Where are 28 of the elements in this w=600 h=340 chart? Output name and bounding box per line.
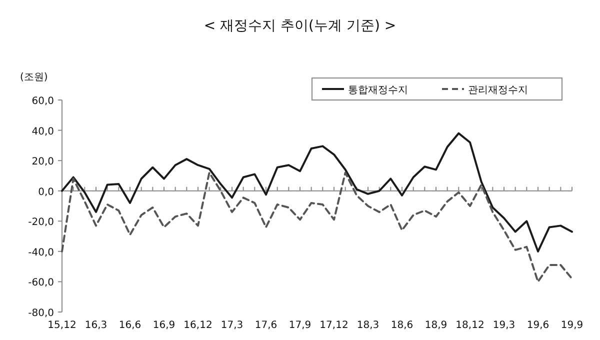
x-tick-label: 17,6 [254,320,278,331]
x-tick-label: 16,9 [152,320,176,331]
y-axis-title: (조원) [20,72,48,83]
y-tick-label: 40,0 [32,126,54,138]
y-tick-label: 20,0 [32,156,54,168]
chart-title: < 재정수지 추이(누계 기준) > [204,18,396,34]
x-tick-label: 16,6 [118,320,142,331]
x-tick-label: 18,9 [424,320,448,331]
legend-label: 통합재정수지 [348,85,408,96]
x-tick-label: 16,3 [84,320,108,331]
y-tick-label: -40,0 [28,247,54,258]
x-tick-label: 15,12 [48,320,76,331]
x-tick-label: 19,6 [526,320,550,331]
y-tick-label: 0,0 [38,186,54,198]
x-tick-label: 18,12 [456,320,484,331]
x-tick-label: 17,3 [220,320,244,331]
x-tick-label: 19,9 [560,320,584,331]
x-tick-label: 17,9 [288,320,312,331]
x-tick-label: 17,12 [320,320,348,331]
x-tick-label: 19,3 [492,320,516,331]
y-tick-label: -60,0 [28,278,54,289]
x-tick-label: 18,6 [390,320,414,331]
x-tick-label: 16,12 [184,320,212,331]
y-tick-label: -80,0 [28,308,54,319]
x-tick-label: 18,3 [356,320,380,331]
y-tick-label: -20,0 [28,217,54,228]
legend-label: 관리재정수지 [468,85,528,96]
y-tick-label: 60,0 [32,96,54,107]
